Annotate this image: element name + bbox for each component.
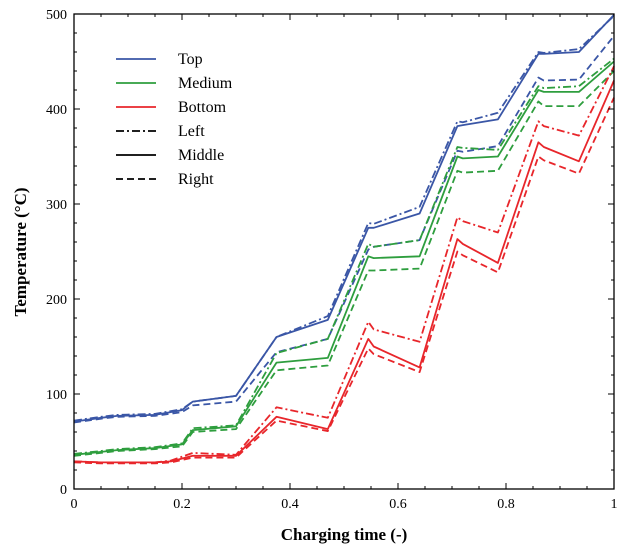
series-line-bottom-left — [73, 65, 615, 464]
legend-label-top: Top — [178, 51, 203, 68]
series-line-medium-left — [73, 57, 615, 455]
series-line-bottom-right — [73, 97, 615, 465]
series-line-medium-middle — [73, 60, 615, 456]
series-line-top-right — [73, 35, 615, 424]
y-tick-label: 500 — [46, 8, 67, 23]
series-line-top-middle — [73, 14, 615, 423]
x-tick-label: 0 — [71, 497, 78, 512]
y-tick-label: 0 — [60, 483, 67, 498]
legend-label-bottom: Bottom — [178, 99, 227, 116]
legend-label-medium: Medium — [178, 75, 233, 92]
legend-label-middle: Middle — [178, 147, 224, 164]
x-tick-label: 1 — [611, 497, 618, 512]
axes-layer: 0 0.2 0.4 0.6 0.8 1 0 100 200 300 400 500 — [46, 8, 618, 512]
y-tick-label: 200 — [46, 293, 67, 308]
series-line-top-left — [73, 15, 615, 422]
y-tick-label: 100 — [46, 388, 67, 403]
x-tick-label: 0.4 — [281, 497, 299, 512]
x-tick-label: 0.6 — [389, 497, 407, 512]
y-tick-label: 300 — [46, 198, 67, 213]
series-layer — [73, 14, 615, 465]
x-axis-title: Charging time (-) — [281, 525, 408, 544]
x-tick-label: 0.2 — [173, 497, 191, 512]
legend-label-left: Left — [178, 123, 205, 140]
x-tick-label: 0.8 — [497, 497, 515, 512]
legend: Top Medium Bottom Left Middle Right — [116, 51, 233, 188]
legend-label-right: Right — [178, 171, 214, 188]
series-line-bottom-middle — [73, 80, 615, 464]
series-line-medium-right — [73, 70, 615, 457]
y-tick-label: 400 — [46, 103, 67, 118]
y-axis-title: Temperature (°C) — [11, 187, 30, 316]
